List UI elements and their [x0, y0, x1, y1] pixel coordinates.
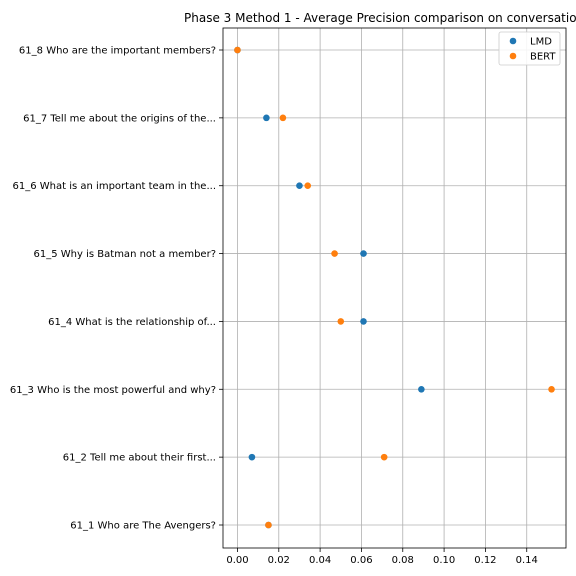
y-category-label: 61_2 Tell me about their first... [63, 453, 216, 464]
legend-label-lmd: LMD [530, 37, 552, 48]
y-category-label: 61_1 Who are The Avengers? [70, 521, 216, 532]
bert-point [265, 521, 272, 529]
lmd-point [296, 182, 303, 190]
y-category-label: 61_8 Who are the important members? [19, 46, 216, 57]
bert-point [380, 453, 388, 461]
x-tick-label: 0.00 [226, 555, 248, 566]
y-category-label: 61_3 Who is the most powerful and why? [10, 385, 216, 396]
bert-point [331, 250, 338, 257]
y-category-label: 61_4 What is the relationship of... [48, 317, 216, 328]
bert-point [279, 114, 287, 122]
bert-point [337, 318, 345, 325]
bert-point [234, 46, 241, 54]
x-tick-label: 0.06 [350, 555, 372, 566]
x-tick-label: 0.04 [309, 555, 331, 566]
lmd-point [418, 385, 425, 393]
x-tick-label: 0.08 [392, 555, 414, 566]
grid-lines [223, 28, 566, 548]
lmd-point [360, 250, 367, 257]
y-category-label: 61_7 Tell me about the origins of the... [23, 113, 216, 124]
lmd-point [263, 114, 270, 122]
bert-point [304, 182, 312, 190]
x-tick-label: 0.14 [516, 555, 538, 566]
legend-marker-bert [509, 52, 517, 60]
plot-frame [222, 27, 567, 549]
x-tick-label: 0.12 [474, 555, 496, 566]
lmd-point [360, 318, 367, 325]
chart-title: Phase 3 Method 1 - Average Precision com… [184, 11, 576, 25]
y-category-label: 61_5 Why is Batman not a member? [34, 249, 216, 260]
legend: LMD BERT [498, 31, 561, 66]
y-category-label: 61_6 What is an important team in the... [13, 181, 216, 192]
lmd-point [248, 453, 256, 461]
data-points [234, 46, 555, 529]
x-tick-label: 0.02 [268, 555, 290, 566]
axes: 0.00 0.02 0.04 0.06 0.08 0.10 0.12 0.14 61_1 Who… [10, 27, 567, 566]
bert-point [548, 385, 555, 393]
x-tick-label: 0.10 [433, 555, 455, 566]
legend-label-bert: BERT [530, 52, 556, 63]
legend-marker-lmd [509, 37, 517, 45]
